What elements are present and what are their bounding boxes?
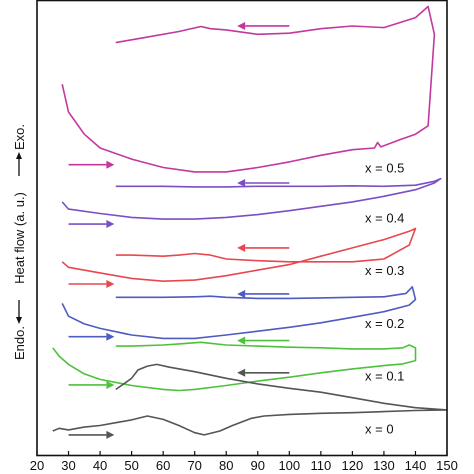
heating-arrow-head <box>106 380 115 389</box>
series-line <box>52 341 417 392</box>
series-line <box>61 286 417 340</box>
y-axis-title-endo: Endo. <box>12 326 27 360</box>
series-label: x = 0.3 <box>365 263 404 278</box>
x-tick-label: 150 <box>436 458 458 473</box>
y-axis-arrowhead-up <box>16 152 22 159</box>
heating-arrow-head <box>106 279 115 288</box>
x-tick-label: 50 <box>124 458 138 473</box>
cooling-arrow-head <box>237 243 246 252</box>
y-axis-title-heatflow: Heat flow (a. u.) <box>12 192 27 284</box>
x-ticks: 20 30 40 50 60 70 80 90 100 110 120 130 140 150 <box>30 451 458 473</box>
cooling-arrow-head <box>237 289 246 298</box>
series-line <box>52 363 448 436</box>
x-tick-label: 80 <box>219 458 233 473</box>
cooling-arrow-head <box>237 368 246 377</box>
series-line <box>61 177 442 220</box>
x-tick-label: 140 <box>405 458 427 473</box>
series-label: x = 0.5 <box>365 160 404 175</box>
series-label: x = 0.2 <box>365 316 404 331</box>
x-tick-label: 70 <box>187 458 201 473</box>
series-line <box>61 227 417 282</box>
x-tick-label: 100 <box>278 458 300 473</box>
cooling-arrow-head <box>237 21 246 30</box>
x-tick-label: 130 <box>373 458 395 473</box>
y-axis-title: Endo. Heat flow (a. u.) Exo. <box>12 124 27 360</box>
series-label: x = 0.1 <box>365 369 404 384</box>
x-tick-label: 120 <box>342 458 364 473</box>
x-tick-label: 110 <box>310 458 331 473</box>
x-tick-label: 30 <box>61 458 75 473</box>
curves-layer <box>52 5 448 439</box>
heating-arrow-head <box>106 332 115 341</box>
series-label: x = 0.4 <box>365 210 404 225</box>
curve-labels: x = 0.5 x = 0.4 x = 0.3 x = 0.2 x = 0.1 x = 0 <box>365 160 404 436</box>
heating-arrow-head <box>106 160 115 169</box>
y-axis-arrowhead-down <box>16 317 22 324</box>
x-tick-label: 60 <box>156 458 170 473</box>
series-label: x = 0 <box>365 421 394 436</box>
heating-arrow-head <box>106 430 115 439</box>
cooling-arrow-head <box>237 179 246 187</box>
x-tick-label: 90 <box>251 458 265 473</box>
x-tick-label: 40 <box>93 458 107 473</box>
plot-frame <box>36 0 448 457</box>
y-axis-title-exo: Exo. <box>12 124 27 150</box>
series-line <box>61 5 436 173</box>
heating-arrow-head <box>106 220 115 229</box>
cooling-arrow-head <box>237 336 246 345</box>
x-tick-label: 20 <box>30 458 44 473</box>
